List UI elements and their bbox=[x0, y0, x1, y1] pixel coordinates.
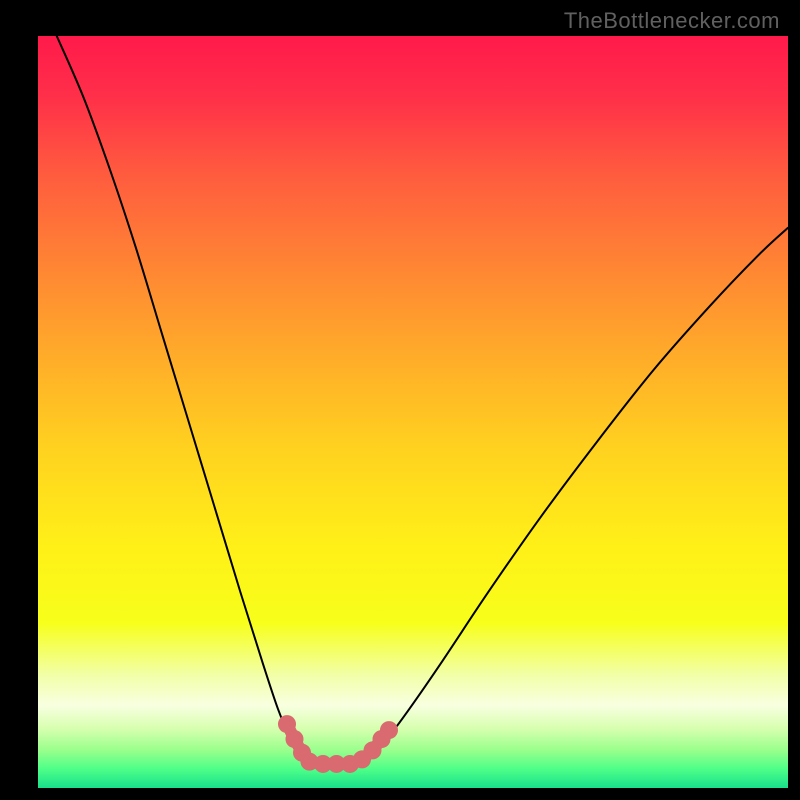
bottleneck-curve-plot bbox=[0, 0, 800, 800]
watermark-text: TheBottlenecker.com bbox=[564, 8, 780, 34]
marker-dot bbox=[380, 721, 398, 739]
bottleneck-curve bbox=[57, 36, 788, 763]
